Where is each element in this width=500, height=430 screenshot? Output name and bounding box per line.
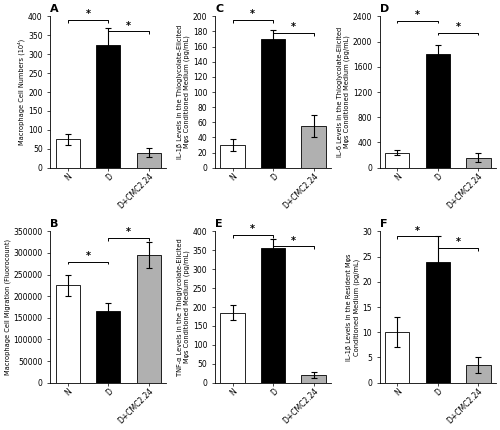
Text: *: *: [456, 237, 460, 247]
Text: *: *: [126, 21, 131, 31]
Text: C: C: [215, 4, 223, 14]
Text: B: B: [50, 219, 58, 229]
Bar: [220, 145, 244, 168]
Bar: [466, 158, 490, 168]
Text: *: *: [86, 251, 90, 261]
Y-axis label: Macrophage Cell Migration (Fluorocount): Macrophage Cell Migration (Fluorocount): [4, 239, 10, 375]
Y-axis label: Macrophage Cell Numbers (10⁴): Macrophage Cell Numbers (10⁴): [18, 39, 26, 145]
Text: F: F: [380, 219, 388, 229]
Text: *: *: [291, 22, 296, 32]
Text: *: *: [126, 227, 131, 237]
Text: *: *: [250, 9, 256, 19]
Bar: [385, 153, 409, 168]
Text: D: D: [380, 4, 389, 14]
Bar: [261, 39, 285, 168]
Text: *: *: [86, 9, 90, 19]
Bar: [302, 375, 326, 383]
Y-axis label: IL-1β Levels in the Thioglycolate-Elicited
Mφs Conditioned Medium (pg/mL): IL-1β Levels in the Thioglycolate-Elicit…: [176, 25, 190, 159]
Bar: [96, 45, 120, 168]
Bar: [261, 249, 285, 383]
Bar: [220, 313, 244, 383]
Y-axis label: IL-6 Levels in the Thioglycolate-Elicited
Mφs Conditioned Medium (pg/mL): IL-6 Levels in the Thioglycolate-Elicite…: [336, 27, 350, 157]
Text: *: *: [415, 10, 420, 20]
Bar: [426, 261, 450, 383]
Bar: [385, 332, 409, 383]
Y-axis label: TNF-α Levels in the Thioglycolate-Elicited
Mφs Conditioned Medium (pg/mL): TNF-α Levels in the Thioglycolate-Elicit…: [176, 238, 190, 376]
Bar: [466, 365, 490, 383]
Bar: [56, 139, 80, 168]
Bar: [136, 255, 161, 383]
Text: *: *: [291, 236, 296, 246]
Bar: [96, 311, 120, 383]
Bar: [426, 54, 450, 168]
Text: *: *: [415, 226, 420, 236]
Text: *: *: [456, 22, 460, 32]
Bar: [302, 126, 326, 168]
Bar: [136, 153, 161, 168]
Text: A: A: [50, 4, 59, 14]
Text: E: E: [215, 219, 222, 229]
Text: *: *: [250, 224, 256, 234]
Y-axis label: IL-1β Levels in the Resident Mφs
Conditioned Medium (pg/mL): IL-1β Levels in the Resident Mφs Conditi…: [346, 253, 360, 361]
Bar: [56, 286, 80, 383]
